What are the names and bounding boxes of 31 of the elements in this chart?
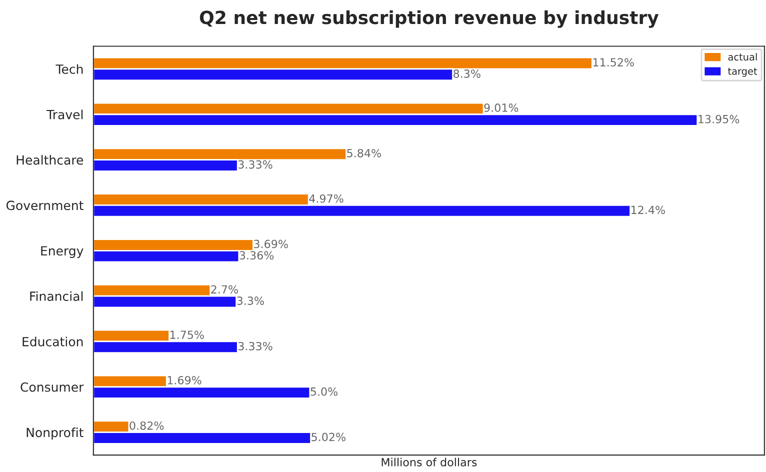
y-tick-label: Healthcare <box>16 155 84 165</box>
data-label: 9.01% <box>484 104 518 112</box>
data-label: 11.52% <box>593 58 634 67</box>
x-axis-title: Millions of dollars <box>382 458 477 466</box>
legend-label: actual <box>728 53 757 61</box>
data-label: 4.97% <box>309 194 344 203</box>
data-label: 12.4% <box>631 206 665 214</box>
data-label: 3.33% <box>238 342 272 350</box>
y-tick-label: Nonprofit <box>26 428 84 440</box>
legend-label: target <box>728 68 758 77</box>
data-label: 5.84% <box>347 148 381 158</box>
y-tick-label: Travel <box>46 110 83 120</box>
data-label: 2.7% <box>211 285 238 294</box>
chart-title: Q2 net new subscription revenue by industry <box>200 10 659 28</box>
data-label: 1.75% <box>170 330 204 340</box>
y-tick-label: Education <box>22 336 83 346</box>
data-label: 3.69% <box>254 240 288 248</box>
y-tick-label: Consumer <box>20 382 84 392</box>
data-label: 5.02% <box>312 432 346 442</box>
data-label: 13.95% <box>698 114 740 124</box>
y-tick-label: Government <box>6 200 84 210</box>
data-label: 5.0% <box>310 387 338 396</box>
data-label: 3.36% <box>240 251 274 260</box>
y-tick-label: Financial <box>30 291 83 301</box>
y-tick-label: Energy <box>41 246 84 258</box>
data-label: 3.33% <box>238 160 272 169</box>
data-label: 0.82% <box>130 421 164 430</box>
data-label: 1.69% <box>168 376 202 384</box>
data-label: 8.3% <box>454 69 480 78</box>
data-label: 3.3% <box>237 296 264 305</box>
y-tick-label: Tech <box>56 64 83 74</box>
